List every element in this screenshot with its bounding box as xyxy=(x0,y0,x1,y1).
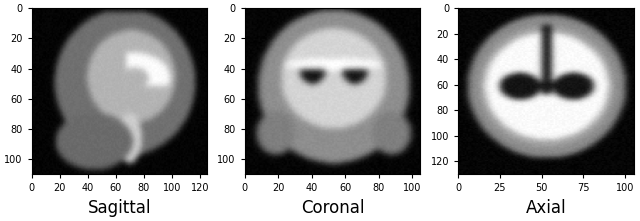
X-axis label: Sagittal: Sagittal xyxy=(88,199,151,217)
X-axis label: Coronal: Coronal xyxy=(301,199,364,217)
X-axis label: Axial: Axial xyxy=(525,199,566,217)
